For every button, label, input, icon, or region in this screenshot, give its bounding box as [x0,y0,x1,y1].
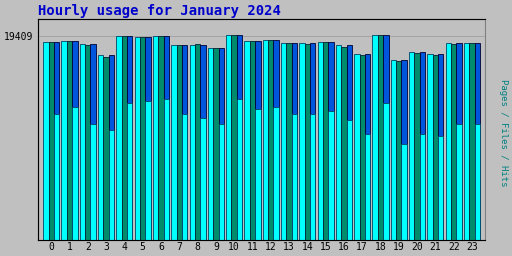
Bar [359,55,365,240]
Bar [420,52,425,240]
Bar [420,134,425,240]
Bar [109,55,114,240]
Bar [414,52,420,240]
Bar [317,42,323,240]
Bar [292,43,297,240]
Bar [177,45,182,240]
Bar [365,54,370,240]
Bar [401,144,407,240]
Bar [67,41,72,240]
Bar [91,44,96,240]
Bar [365,134,370,240]
Bar [451,44,456,240]
Bar [54,42,59,240]
Bar [456,43,462,240]
Bar [323,42,328,240]
Bar [409,52,414,240]
Bar [263,40,268,240]
Bar [336,45,341,240]
Bar [219,48,224,240]
Bar [372,35,378,240]
Bar [164,36,169,240]
Bar [145,37,151,240]
Bar [171,45,177,240]
Bar [72,41,77,240]
Bar [244,41,250,240]
Bar [61,41,67,240]
Bar [127,36,133,240]
Bar [428,54,433,240]
Bar [438,54,443,240]
Bar [226,35,231,240]
Bar [250,41,255,240]
Bar [292,113,297,240]
Bar [237,99,242,240]
Bar [456,124,462,240]
Bar [328,111,334,240]
Bar [158,36,164,240]
Bar [145,101,151,240]
Bar [328,42,334,240]
Bar [273,40,279,240]
Bar [153,36,158,240]
Bar [213,48,219,240]
Text: Hourly usage for January 2024: Hourly usage for January 2024 [38,4,281,18]
Bar [445,43,451,240]
Bar [341,47,347,240]
Bar [231,35,237,240]
Bar [135,37,140,240]
Bar [54,113,59,240]
Bar [182,113,187,240]
Bar [310,43,315,240]
Text: Pages / Files / Hits: Pages / Files / Hits [499,79,508,187]
Bar [433,55,438,240]
Bar [164,99,169,240]
Bar [347,45,352,240]
Bar [281,43,286,240]
Bar [237,35,242,240]
Bar [475,124,480,240]
Bar [72,107,77,240]
Bar [464,43,470,240]
Bar [103,57,109,240]
Bar [273,107,279,240]
Bar [305,44,310,240]
Bar [109,130,114,240]
Bar [354,54,359,240]
Bar [475,43,480,240]
Bar [122,36,127,240]
Bar [98,55,103,240]
Bar [91,124,96,240]
Bar [182,45,187,240]
Bar [85,45,91,240]
Bar [401,60,407,240]
Bar [49,42,54,240]
Bar [470,44,475,240]
Bar [208,48,213,240]
Bar [391,60,396,240]
Bar [219,124,224,240]
Bar [140,37,145,240]
Bar [347,120,352,240]
Bar [200,118,206,240]
Bar [310,113,315,240]
Bar [127,103,133,240]
Bar [378,35,383,240]
Bar [383,35,389,240]
Bar [255,109,261,240]
Bar [268,40,273,240]
Bar [383,103,389,240]
Bar [189,45,195,240]
Bar [396,61,401,240]
Bar [255,41,261,240]
Bar [80,44,85,240]
Bar [195,44,200,240]
Bar [116,36,122,240]
Bar [43,42,49,240]
Bar [286,44,292,240]
Bar [300,43,305,240]
Bar [200,45,206,240]
Bar [438,136,443,240]
